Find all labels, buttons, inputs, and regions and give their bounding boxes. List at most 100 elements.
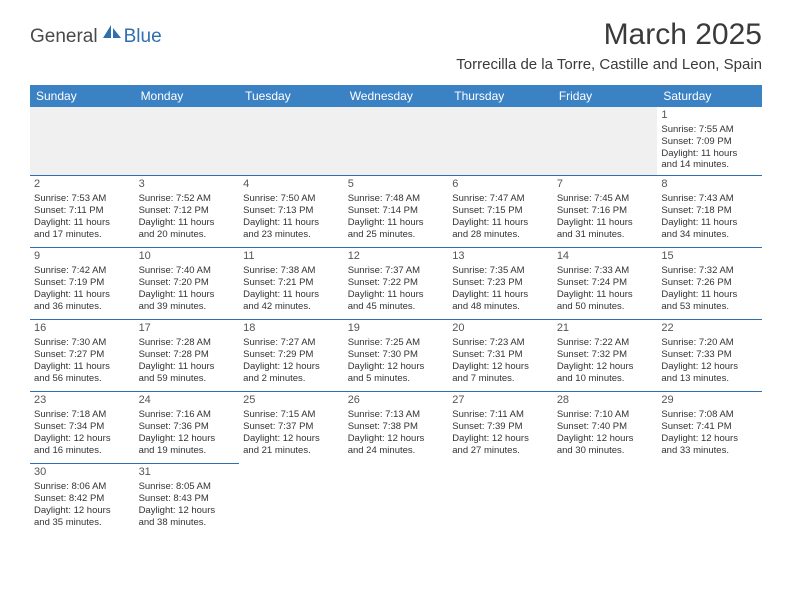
day-sunrise: Sunrise: 7:53 AM	[34, 193, 131, 205]
day-daylight2: and 39 minutes.	[139, 301, 236, 313]
day-daylight2: and 38 minutes.	[139, 517, 236, 529]
calendar-table: SundayMondayTuesdayWednesdayThursdayFrid…	[30, 85, 762, 536]
day-sunset: Sunset: 7:13 PM	[243, 205, 340, 217]
calendar-day-cell: 27Sunrise: 7:11 AMSunset: 7:39 PMDayligh…	[448, 392, 553, 464]
calendar-day-cell: 15Sunrise: 7:32 AMSunset: 7:26 PMDayligh…	[657, 248, 762, 320]
day-number: 9	[34, 250, 131, 264]
day-daylight2: and 42 minutes.	[243, 301, 340, 313]
day-sunset: Sunset: 7:30 PM	[348, 349, 445, 361]
day-number: 19	[348, 322, 445, 336]
weekday-header: Monday	[135, 85, 240, 107]
calendar-empty-cell	[553, 107, 658, 176]
day-daylight2: and 36 minutes.	[34, 301, 131, 313]
day-sunset: Sunset: 7:12 PM	[139, 205, 236, 217]
calendar-day-cell: 9Sunrise: 7:42 AMSunset: 7:19 PMDaylight…	[30, 248, 135, 320]
month-title: March 2025	[456, 18, 762, 52]
day-sunset: Sunset: 7:32 PM	[557, 349, 654, 361]
day-number: 3	[139, 178, 236, 192]
logo: General Blue	[30, 24, 162, 49]
day-sunrise: Sunrise: 7:45 AM	[557, 193, 654, 205]
day-sunset: Sunset: 7:28 PM	[139, 349, 236, 361]
day-number: 29	[661, 394, 758, 408]
day-daylight1: Daylight: 11 hours	[34, 289, 131, 301]
title-block: March 2025 Torrecilla de la Torre, Casti…	[456, 18, 762, 73]
day-number: 6	[452, 178, 549, 192]
day-sunset: Sunset: 7:18 PM	[661, 205, 758, 217]
calendar-day-cell: 28Sunrise: 7:10 AMSunset: 7:40 PMDayligh…	[553, 392, 658, 464]
day-daylight2: and 2 minutes.	[243, 373, 340, 385]
day-number: 15	[661, 250, 758, 264]
calendar-week-row: 16Sunrise: 7:30 AMSunset: 7:27 PM Dayligh…	[30, 320, 762, 392]
day-daylight2: and 5 minutes.	[348, 373, 445, 385]
day-number: 25	[243, 394, 340, 408]
day-daylight2: and 28 minutes.	[452, 229, 549, 241]
calendar-empty-cell	[344, 107, 449, 176]
day-daylight2: and 48 minutes.	[452, 301, 549, 313]
day-number: 5	[348, 178, 445, 192]
day-daylight1: Daylight: 11 hours	[452, 217, 549, 229]
calendar-empty-cell	[553, 464, 658, 536]
day-number: 21	[557, 322, 654, 336]
calendar-day-cell: 29Sunrise: 7:08 AMSunset: 7:41 PMDayligh…	[657, 392, 762, 464]
day-number: 28	[557, 394, 654, 408]
calendar-day-cell: 10Sunrise: 7:40 AMSunset: 7:20 PMDayligh…	[135, 248, 240, 320]
calendar-day-cell: 2Sunrise: 7:53 AMSunset: 7:11 PMDaylight…	[30, 176, 135, 248]
calendar-day-cell: 7Sunrise: 7:45 AMSunset: 7:16 PMDaylight…	[553, 176, 658, 248]
day-number: 4	[243, 178, 340, 192]
calendar-week-row: 30Sunrise: 8:06 AMSunset: 8:42 PMDayligh…	[30, 464, 762, 536]
day-daylight2: and 56 minutes.	[34, 373, 131, 385]
day-daylight2: and 13 minutes.	[661, 373, 758, 385]
day-sunrise: Sunrise: 7:43 AM	[661, 193, 758, 205]
day-number: 23	[34, 394, 131, 408]
day-daylight2: and 16 minutes.	[34, 445, 131, 457]
day-sunset: Sunset: 8:42 PM	[34, 493, 131, 505]
day-sunrise: Sunrise: 7:30 AM	[34, 337, 131, 349]
day-number: 10	[139, 250, 236, 264]
day-sunrise: Sunrise: 7:40 AM	[139, 265, 236, 277]
day-number: 11	[243, 250, 340, 264]
calendar-day-cell: 19Sunrise: 7:25 AMSunset: 7:30 PMDayligh…	[344, 320, 449, 392]
calendar-day-cell: 5Sunrise: 7:48 AMSunset: 7:14 PMDaylight…	[344, 176, 449, 248]
day-sunset: Sunset: 7:29 PM	[243, 349, 340, 361]
calendar-day-cell: 20Sunrise: 7:23 AMSunset: 7:31 PMDayligh…	[448, 320, 553, 392]
day-sunrise: Sunrise: 7:15 AM	[243, 409, 340, 421]
day-sunrise: Sunrise: 7:38 AM	[243, 265, 340, 277]
calendar-week-row: 1Sunrise: 7:55 AMSunset: 7:09 PMDaylight…	[30, 107, 762, 176]
day-daylight2: and 24 minutes.	[348, 445, 445, 457]
calendar-week-row: 23Sunrise: 7:18 AMSunset: 7:34 PMDayligh…	[30, 392, 762, 464]
day-sunset: Sunset: 7:09 PM	[661, 136, 758, 148]
day-number: 16	[34, 322, 131, 336]
calendar-day-cell: 8Sunrise: 7:43 AMSunset: 7:18 PMDaylight…	[657, 176, 762, 248]
day-sunset: Sunset: 7:34 PM	[34, 421, 131, 433]
day-daylight2: and 19 minutes.	[139, 445, 236, 457]
calendar-empty-cell	[344, 464, 449, 536]
day-daylight1: Daylight: 12 hours	[661, 433, 758, 445]
day-daylight2: and 20 minutes.	[139, 229, 236, 241]
calendar-day-cell: 26Sunrise: 7:13 AMSunset: 7:38 PMDayligh…	[344, 392, 449, 464]
day-daylight1: Daylight: 12 hours	[139, 505, 236, 517]
calendar-day-cell: 17Sunrise: 7:28 AMSunset: 7:28 PMDayligh…	[135, 320, 240, 392]
day-sunset: Sunset: 7:31 PM	[452, 349, 549, 361]
day-sunrise: Sunrise: 7:16 AM	[139, 409, 236, 421]
day-sunrise: Sunrise: 7:50 AM	[243, 193, 340, 205]
day-daylight2: and 31 minutes.	[557, 229, 654, 241]
day-sunset: Sunset: 7:20 PM	[139, 277, 236, 289]
day-daylight1: Daylight: 12 hours	[557, 361, 654, 373]
day-daylight1: Daylight: 12 hours	[243, 361, 340, 373]
day-number: 24	[139, 394, 236, 408]
location: Torrecilla de la Torre, Castille and Leo…	[456, 56, 762, 73]
calendar-empty-cell	[239, 464, 344, 536]
calendar-day-cell: 14Sunrise: 7:33 AMSunset: 7:24 PMDayligh…	[553, 248, 658, 320]
day-sunrise: Sunrise: 7:22 AM	[557, 337, 654, 349]
day-daylight2: and 14 minutes.	[661, 159, 758, 171]
day-sunrise: Sunrise: 7:20 AM	[661, 337, 758, 349]
day-sunset: Sunset: 7:11 PM	[34, 205, 131, 217]
day-number: 13	[452, 250, 549, 264]
day-daylight1: Daylight: 12 hours	[34, 433, 131, 445]
day-daylight2: and 30 minutes.	[557, 445, 654, 457]
day-sunrise: Sunrise: 7:11 AM	[452, 409, 549, 421]
day-sunset: Sunset: 7:27 PM	[34, 349, 131, 361]
day-sunset: Sunset: 7:19 PM	[34, 277, 131, 289]
calendar-week-row: 9Sunrise: 7:42 AMSunset: 7:19 PMDaylight…	[30, 248, 762, 320]
day-sunrise: Sunrise: 7:23 AM	[452, 337, 549, 349]
